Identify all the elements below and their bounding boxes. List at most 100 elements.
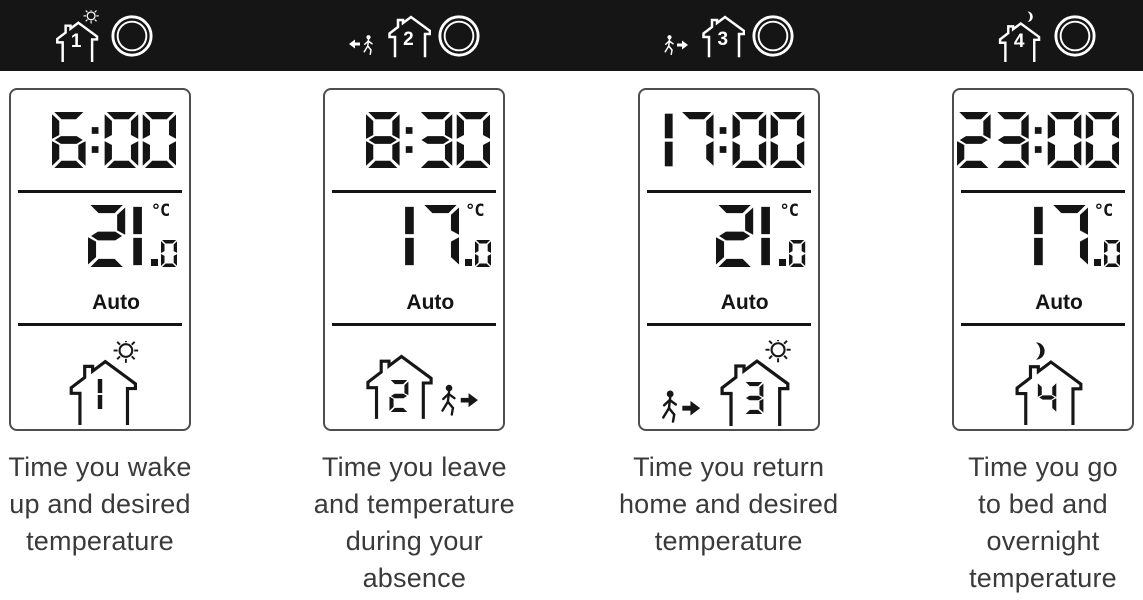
program-number xyxy=(389,379,409,412)
temperature-decimal xyxy=(779,240,806,267)
house-moon-icon: 4 xyxy=(989,10,1047,62)
time-display xyxy=(954,90,1132,190)
decimal-digit xyxy=(475,240,492,267)
arrow-right-icon xyxy=(682,400,701,415)
dial-icon xyxy=(111,14,153,57)
walking-person-icon xyxy=(363,33,373,55)
temperature-decimal xyxy=(150,240,177,267)
lcd-display-2: °C Auto xyxy=(323,88,506,431)
lcd-display-4: °C Auto xyxy=(951,88,1134,431)
time-digits xyxy=(51,112,176,168)
time-display xyxy=(325,90,503,190)
house-sun-icon: 1 xyxy=(46,9,104,62)
program-icon-area xyxy=(11,326,189,439)
house-person-leaving-icon: 2 xyxy=(348,11,431,61)
temperature-unit: °C xyxy=(1093,201,1114,221)
temperature-digits xyxy=(1031,205,1088,267)
walking-person-icon xyxy=(662,388,678,423)
arrow-right-icon xyxy=(460,392,478,407)
caption-text: Time you leave and temperature during yo… xyxy=(313,452,515,593)
decimal-point xyxy=(465,259,473,266)
divider xyxy=(332,323,497,326)
decimal-point xyxy=(779,259,787,266)
temperature-display: °C xyxy=(954,193,1132,283)
sun-icon xyxy=(764,339,792,363)
column-wake: °C Auto xyxy=(0,88,200,597)
arrow-right-icon xyxy=(677,40,689,49)
dial-icon xyxy=(1054,14,1096,57)
program-number xyxy=(1037,382,1057,413)
sun-icon xyxy=(112,340,140,364)
moon-icon xyxy=(1035,342,1045,360)
column-sleep: °C Auto xyxy=(943,88,1143,597)
walking-person-icon xyxy=(664,33,674,55)
time-digits xyxy=(956,112,1119,168)
dial-icon xyxy=(438,14,480,57)
temperature-unit: °C xyxy=(779,201,799,221)
time-display xyxy=(640,90,818,190)
decimal-point xyxy=(150,259,158,266)
program-icon-area xyxy=(640,326,818,439)
header-program-1-wake: 1 xyxy=(0,0,200,71)
caption-text: Time you go to bed and overnight tempera… xyxy=(968,452,1118,593)
temperature-digits xyxy=(402,205,460,267)
moon-icon xyxy=(1027,10,1033,22)
dial-icon xyxy=(752,14,794,57)
divider xyxy=(646,323,811,326)
temperature-unit: °C xyxy=(150,201,171,221)
house-person-arriving-icon: 3 xyxy=(662,11,745,61)
decimal-digit xyxy=(789,240,806,267)
decimal-digit xyxy=(1103,240,1120,267)
header-program-4-sleep: 4 xyxy=(943,0,1143,71)
house-person-leaving-icon xyxy=(350,344,479,422)
program-icon-area xyxy=(325,326,503,439)
program-number: 4 xyxy=(1013,30,1025,52)
house-person-arriving-icon xyxy=(658,339,799,426)
program-header-bar: 1 2 xyxy=(0,0,1143,71)
time-digits xyxy=(366,112,491,168)
divider xyxy=(18,323,182,326)
mode-label: Auto xyxy=(1035,291,1083,314)
temperature-display: °C xyxy=(11,193,189,283)
divider xyxy=(960,190,1125,193)
program-number: 2 xyxy=(403,28,414,50)
header-program-2-leave: 2 xyxy=(314,0,514,71)
walking-person-icon xyxy=(440,383,456,416)
divider xyxy=(332,190,497,193)
house-sun-icon xyxy=(53,340,147,425)
lcd-display-1: °C Auto xyxy=(9,88,191,431)
program-number: 3 xyxy=(717,28,729,50)
header-program-3-return: 3 xyxy=(629,0,829,71)
column-leave: °C Auto xyxy=(314,88,515,597)
temperature-digits xyxy=(87,205,145,267)
decimal-digit xyxy=(160,240,177,267)
program-number xyxy=(96,378,104,410)
divider xyxy=(646,190,811,193)
caption-text: Time you wake up and desired temperature xyxy=(8,452,192,556)
program-number xyxy=(744,381,764,414)
sun-icon xyxy=(82,9,100,24)
mode-label: Auto xyxy=(406,291,455,314)
temperature-decimal xyxy=(1093,240,1120,267)
arrow-left-icon xyxy=(348,39,360,48)
temperature-digits xyxy=(716,205,773,267)
column-return: °C Auto xyxy=(619,88,838,597)
mode-label: Auto xyxy=(720,291,769,314)
temperature-decimal xyxy=(465,240,492,267)
temperature-unit: °C xyxy=(465,201,485,221)
program-number: 1 xyxy=(70,30,82,52)
lcd-display-3: °C Auto xyxy=(637,88,820,431)
temperature-display: °C xyxy=(325,193,503,283)
caption-text: Time you return home and desired tempera… xyxy=(618,452,839,556)
temperature-display: °C xyxy=(640,193,818,283)
divider xyxy=(18,190,182,193)
mode-label: Auto xyxy=(92,291,140,314)
time-display xyxy=(11,90,189,190)
program-icon-area xyxy=(954,326,1132,439)
house-moon-icon xyxy=(999,340,1087,425)
time-digits xyxy=(662,112,805,168)
decimal-point xyxy=(1093,259,1101,266)
panels-row: °C Auto xyxy=(0,88,1143,597)
divider xyxy=(960,323,1125,326)
